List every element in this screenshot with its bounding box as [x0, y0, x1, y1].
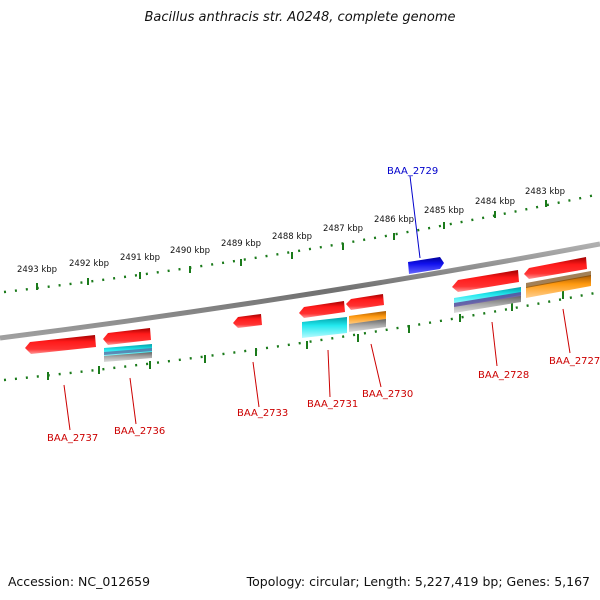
gene-label-baa-2733: BAA_2733: [237, 408, 288, 419]
kbp-label-2493: 2493 kbp: [17, 265, 57, 275]
gene-baa-2727[interactable]: BAA_2727: [524, 257, 600, 367]
kbp-label-2490: 2490 kbp: [170, 246, 210, 256]
gene-baa-2737[interactable]: BAA_2737: [25, 335, 98, 444]
gene-baa-2730[interactable]: BAA_2730: [346, 294, 413, 400]
kbp-label-2483: 2483 kbp: [525, 187, 565, 197]
kbp-label-2487: 2487 kbp: [323, 224, 363, 234]
gene-label-baa-2730: BAA_2730: [362, 389, 413, 400]
genome-summary-text: Topology: circular; Length: 5,227,419 bp…: [246, 574, 590, 589]
genome-backbone: [0, 241, 600, 341]
kbp-label-2485: 2485 kbp: [424, 206, 464, 216]
ruler-upper-arc: [3, 192, 600, 294]
kbp-label-2488: 2488 kbp: [272, 232, 312, 242]
gene-baa-2733[interactable]: BAA_2733: [233, 314, 288, 419]
gene-baa-2736[interactable]: BAA_2736: [103, 328, 165, 437]
gene-label-baa-2727: BAA_2727: [549, 356, 600, 367]
gene-baa-2728[interactable]: BAA_2728: [452, 270, 529, 381]
kbp-label-2486: 2486 kbp: [374, 215, 414, 225]
gene-label-baa-2729: BAA_2729: [387, 166, 438, 177]
kbp-label-2492: 2492 kbp: [69, 259, 109, 269]
ruler-ticks-lower: [47, 291, 564, 380]
gene-baa-2731[interactable]: BAA_2731: [299, 301, 358, 410]
ruler-lower-arc: [3, 290, 600, 382]
gene-baa-2729[interactable]: BAA_2729: [387, 166, 444, 274]
ruler-ticks-upper: [36, 200, 547, 290]
accession-text: Accession: NC_012659: [8, 574, 151, 589]
kbp-label-2491: 2491 kbp: [120, 253, 160, 263]
kbp-label-2484: 2484 kbp: [475, 197, 515, 207]
gene-label-baa-2737: BAA_2737: [47, 433, 98, 444]
map-title: Bacillus anthracis str. A0248, complete …: [144, 10, 456, 25]
gene-label-baa-2736: BAA_2736: [114, 426, 165, 437]
gene-label-baa-2731: BAA_2731: [307, 399, 358, 410]
gene-label-baa-2728: BAA_2728: [478, 370, 529, 381]
kbp-label-2489: 2489 kbp: [221, 239, 261, 249]
